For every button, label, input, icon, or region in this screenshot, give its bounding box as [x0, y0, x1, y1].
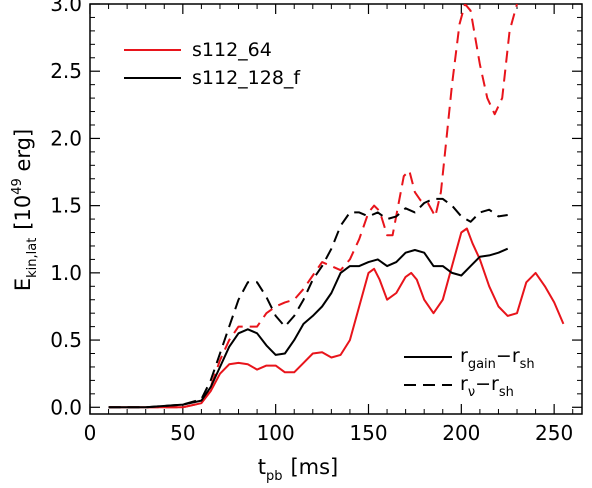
x-axis-label: tpb [ms]	[258, 455, 339, 484]
style-legend-label-solid: rgain−rsh	[460, 345, 535, 372]
y-axis-label: Ekin,lat[1049 erg]	[10, 129, 40, 291]
series-line-s112-64-solid	[108, 227, 565, 409]
y-tick-label: 1.5	[50, 194, 82, 218]
x-tick-label: 250	[535, 421, 573, 445]
y-tick-label: 1.0	[50, 261, 82, 285]
x-tick-label: 100	[257, 421, 295, 445]
plot-frame	[89, 3, 583, 415]
x-tick-label: 150	[349, 421, 387, 445]
series-line-s112-64-dashed	[108, 4, 518, 409]
style-legend-label-dashed: rν−rsh	[460, 373, 514, 400]
y-tick-label: 3.0	[50, 0, 82, 16]
axis-ticks: 0 50 100 150 200 250 0.0 0.5 1.0 1.5 2.0 2.5 3.0	[50, 0, 582, 445]
legend-label-s112-128-f: s112_128_f	[192, 67, 301, 89]
series-line-s112-128-f-solid	[108, 247, 509, 409]
series-layer	[108, 4, 565, 409]
style-legend: rgain−rsh rν−rsh	[404, 345, 535, 400]
y-tick-label: 0.0	[50, 395, 82, 419]
x-tick-label: 0	[84, 421, 97, 445]
legend-label-s112-64: s112_64	[192, 39, 272, 61]
series-line-s112-128-f-dashed	[108, 197, 508, 409]
y-tick-label: 2.0	[50, 126, 82, 150]
model-legend: s112_64 s112_128_f	[124, 39, 301, 89]
y-tick-label: 2.5	[50, 59, 82, 83]
x-tick-label: 50	[170, 421, 195, 445]
x-tick-label: 200	[442, 421, 480, 445]
y-tick-label: 0.5	[50, 328, 82, 352]
